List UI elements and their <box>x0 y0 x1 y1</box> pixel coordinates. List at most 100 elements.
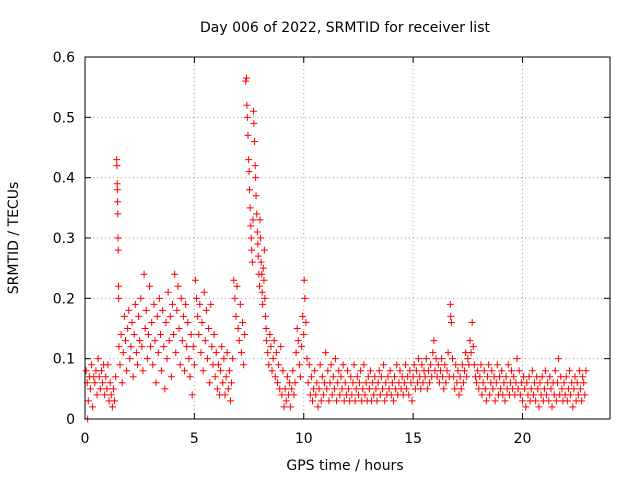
data-point <box>151 337 159 345</box>
data-point <box>119 349 127 357</box>
data-point <box>430 337 438 345</box>
data-point <box>497 385 505 393</box>
data-point <box>382 379 390 387</box>
data-point <box>169 300 176 308</box>
grid-lines <box>85 57 610 419</box>
data-point <box>456 373 464 381</box>
data-point <box>136 337 144 345</box>
data-point <box>313 379 321 387</box>
data-point <box>532 397 540 405</box>
data-point <box>236 300 244 308</box>
data-point <box>99 379 106 387</box>
data-point <box>466 337 474 345</box>
data-point <box>107 391 115 399</box>
data-point <box>164 288 172 296</box>
data-point <box>188 391 196 399</box>
data-point <box>249 107 257 115</box>
data-point <box>225 367 233 375</box>
data-point <box>439 373 447 381</box>
data-point <box>323 385 331 393</box>
data-point <box>468 318 476 326</box>
data-point <box>129 373 137 381</box>
data-point <box>111 397 119 405</box>
data-point <box>330 385 338 393</box>
data-point <box>356 379 364 387</box>
data-point <box>477 361 485 369</box>
data-point <box>502 373 510 381</box>
data-point <box>496 373 504 381</box>
data-point <box>500 379 508 387</box>
data-point <box>422 355 430 363</box>
data-point <box>223 349 231 357</box>
x-tick-label: 10 <box>295 431 313 447</box>
data-point <box>379 385 386 393</box>
data-point <box>293 325 301 332</box>
data-point <box>82 367 90 375</box>
data-point <box>364 373 372 381</box>
data-point <box>381 397 389 405</box>
data-point <box>426 379 434 387</box>
data-point <box>467 349 475 357</box>
data-point <box>299 312 307 320</box>
data-point <box>347 373 355 381</box>
data-point <box>434 361 442 369</box>
data-point <box>443 367 451 375</box>
data-point <box>260 246 268 254</box>
data-point <box>566 367 574 375</box>
data-point <box>165 337 173 345</box>
data-point <box>256 216 264 224</box>
data-point <box>447 312 455 320</box>
data-point <box>567 391 575 399</box>
data-point <box>446 300 454 308</box>
data-point <box>417 385 425 393</box>
data-points <box>82 74 590 423</box>
data-point <box>300 276 308 284</box>
data-point <box>476 373 484 381</box>
data-point <box>197 349 205 357</box>
data-point <box>222 373 230 381</box>
data-point <box>329 373 337 381</box>
data-point <box>178 337 186 345</box>
data-point <box>213 385 221 393</box>
data-point <box>266 331 274 339</box>
data-point <box>385 385 393 393</box>
data-point <box>361 391 369 399</box>
data-point <box>171 270 179 278</box>
data-point <box>438 355 446 363</box>
data-point <box>254 252 262 260</box>
data-point <box>204 355 211 363</box>
data-point <box>421 373 429 381</box>
y-axis-title: SRMTID / TECUs <box>6 182 22 295</box>
data-point <box>140 270 148 278</box>
data-point <box>360 361 368 369</box>
data-point <box>576 385 584 393</box>
data-point <box>127 343 135 351</box>
data-point <box>453 379 461 387</box>
data-point <box>427 361 435 369</box>
data-point <box>275 361 283 369</box>
axis-ticks <box>84 56 610 420</box>
data-point <box>88 361 96 369</box>
data-point <box>158 367 166 375</box>
data-point <box>298 343 306 351</box>
data-point <box>405 391 413 399</box>
data-point <box>160 343 168 351</box>
data-point <box>147 343 155 351</box>
data-point <box>522 403 530 411</box>
data-point <box>324 367 332 375</box>
data-point <box>117 331 125 339</box>
data-point <box>170 331 178 339</box>
data-point <box>282 397 290 405</box>
data-point <box>172 349 180 357</box>
data-point <box>248 258 256 266</box>
data-point <box>359 385 367 393</box>
data-point <box>268 367 276 375</box>
data-point <box>162 318 170 326</box>
data-point <box>573 379 581 387</box>
data-point <box>208 343 216 351</box>
data-point <box>380 361 388 369</box>
y-tick-label: 0.4 <box>53 171 75 187</box>
data-point <box>371 373 379 381</box>
data-point <box>134 361 141 369</box>
